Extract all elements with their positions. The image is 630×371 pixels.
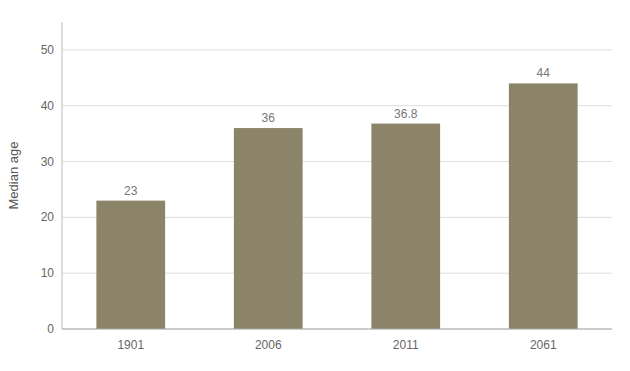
y-tick-label: 30 xyxy=(41,155,55,169)
y-tick-label: 40 xyxy=(41,99,55,113)
x-tick-label: 2011 xyxy=(393,338,419,352)
y-tick-label: 20 xyxy=(41,210,55,224)
bar xyxy=(96,201,165,329)
chart-container: 0 10 20 30 40 50 23 36 36.8 44 1901 2006 2011 2061 Med… xyxy=(0,0,630,371)
y-axis-line xyxy=(62,22,63,329)
x-tick-label: 1901 xyxy=(117,338,144,352)
bar xyxy=(234,128,303,329)
chart-svg: 0 10 20 30 40 50 23 36 36.8 44 1901 2006 2011 2061 Med… xyxy=(0,0,630,371)
data-label: 23 xyxy=(124,184,138,198)
y-tick-label: 10 xyxy=(41,266,55,280)
bar xyxy=(509,83,578,329)
x-tick-label: 2061 xyxy=(530,338,557,352)
data-label: 36 xyxy=(262,111,276,125)
y-axis-label: Median age xyxy=(6,142,21,210)
x-ticks: 1901 2006 2011 2061 xyxy=(117,338,557,352)
bar xyxy=(371,124,440,329)
y-tick-label: 50 xyxy=(41,43,55,57)
data-label: 36.8 xyxy=(394,107,418,121)
data-label: 44 xyxy=(537,66,551,80)
data-labels: 23 36 36.8 44 xyxy=(124,66,550,197)
y-grid xyxy=(62,50,612,329)
x-axis-line xyxy=(62,329,612,330)
grid-line xyxy=(62,329,612,330)
x-tick-label: 2006 xyxy=(255,338,282,352)
y-ticks: 0 10 20 30 40 50 xyxy=(41,43,55,336)
grid-line xyxy=(62,49,612,50)
bars xyxy=(96,83,577,329)
y-tick-label: 0 xyxy=(47,322,54,336)
